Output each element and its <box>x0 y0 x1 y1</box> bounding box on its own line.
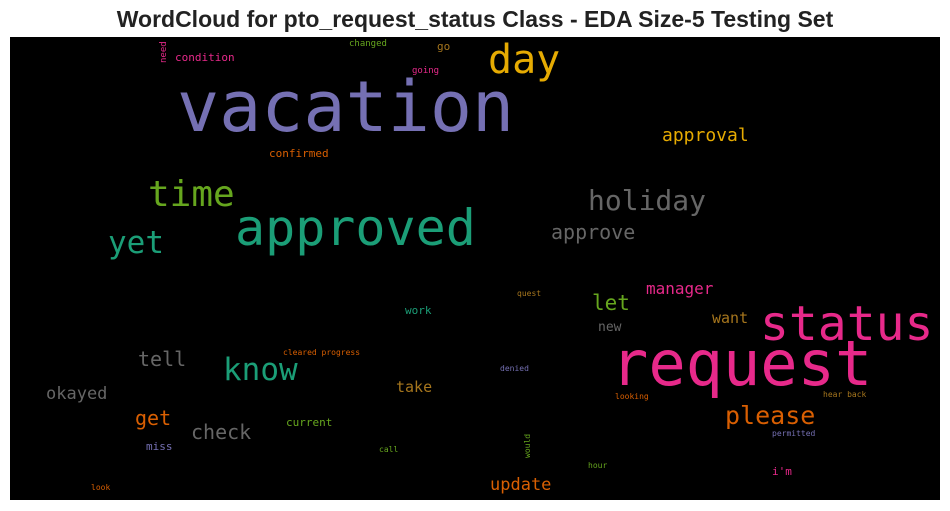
word-request: request <box>611 327 872 400</box>
word-miss: miss <box>146 440 173 453</box>
word-know: know <box>223 352 298 388</box>
word-holiday: holiday <box>588 184 706 217</box>
word-let: let <box>592 291 630 315</box>
word-call: call <box>379 445 398 454</box>
word-okayed: okayed <box>46 384 107 404</box>
word-confirmed: confirmed <box>269 147 329 160</box>
word-denied: denied <box>500 364 529 373</box>
word-quest: quest <box>517 289 541 298</box>
word-i-m: i'm <box>772 465 792 478</box>
word-current: current <box>286 416 332 429</box>
word-time: time <box>148 174 235 215</box>
word-going: going <box>412 66 439 76</box>
word-changed: changed <box>349 39 387 49</box>
word-work: work <box>405 304 432 317</box>
word-would: would <box>523 434 532 458</box>
word-status: status <box>760 296 933 352</box>
word-get: get <box>135 406 171 430</box>
word-looking: looking <box>615 392 649 401</box>
wordcloud-svg: vacation request approved status day time holi… <box>46 37 933 495</box>
word-approve: approve <box>551 220 635 244</box>
word-check: check <box>191 420 251 444</box>
word-day: day <box>488 37 560 83</box>
word-vacation: vacation <box>177 66 514 148</box>
word-want: want <box>712 309 748 327</box>
word-yet: yet <box>108 225 164 261</box>
word-take: take <box>396 378 432 396</box>
word-hour: hour <box>588 461 607 470</box>
word-update: update <box>490 475 551 495</box>
word-permitted: permitted <box>772 429 816 438</box>
word-look: look <box>91 483 110 492</box>
word-need: need <box>159 41 169 63</box>
word-manager: manager <box>646 279 714 298</box>
word-approved: approved <box>235 199 476 257</box>
word-go: go <box>437 40 450 53</box>
word-approval: approval <box>662 125 749 146</box>
word-new: new <box>598 320 622 335</box>
word-hear-back: hear back <box>823 390 867 399</box>
word-please: please <box>725 401 815 430</box>
word-condition: condition <box>175 51 235 64</box>
chart-title: WordCloud for pto_request_status Class -… <box>116 6 834 32</box>
word-cleared-progress: cleared progress <box>283 348 360 357</box>
word-tell: tell <box>138 347 186 371</box>
wordcloud-panel: vacation request approved status day time holi… <box>10 37 940 500</box>
